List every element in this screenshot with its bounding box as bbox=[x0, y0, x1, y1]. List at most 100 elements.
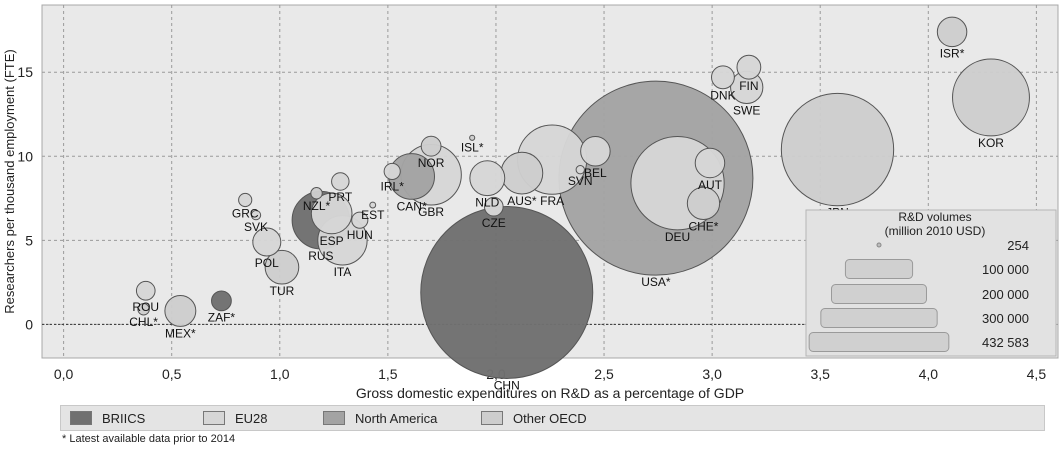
bubble-rou bbox=[135, 280, 156, 301]
y-tick-label: 15 bbox=[17, 64, 33, 80]
legend-swatch-eu28 bbox=[203, 411, 225, 425]
legend-label-eu28: EU28 bbox=[235, 410, 268, 426]
data-label-aut: AUT bbox=[698, 178, 723, 192]
data-label-pol: POL bbox=[255, 256, 279, 270]
size-legend-box bbox=[805, 209, 1057, 357]
y-tick-label: 5 bbox=[25, 232, 33, 248]
y-tick-label: 0 bbox=[25, 316, 33, 332]
bubble-chl bbox=[137, 303, 150, 316]
data-label-nzl: NZL* bbox=[303, 199, 331, 213]
data-label-aus: AUS* bbox=[507, 194, 537, 208]
bubble-cze bbox=[483, 196, 504, 217]
y-tick-label: 10 bbox=[17, 148, 33, 164]
legend-label-other-oecd: Other OECD bbox=[513, 410, 587, 426]
bubble-mex bbox=[164, 294, 197, 327]
legend-item-north-america: North America bbox=[323, 410, 437, 426]
data-label-tur: TUR bbox=[270, 284, 295, 298]
legend-label-north-america: North America bbox=[355, 410, 438, 426]
bubble-nzl bbox=[310, 187, 323, 200]
data-label-can: CAN* bbox=[397, 199, 427, 213]
data-label-esp: ESP bbox=[320, 234, 344, 248]
data-label-swe: SWE bbox=[733, 104, 760, 118]
data-label-gbr: GBR bbox=[418, 205, 444, 219]
bubble-che bbox=[686, 186, 721, 221]
size-legend-label: 254 bbox=[1007, 238, 1029, 253]
x-tick-label: 4,5 bbox=[1027, 366, 1047, 382]
data-label-bel: BEL bbox=[584, 166, 607, 180]
x-tick-label: 1,0 bbox=[270, 366, 290, 382]
legend-swatch-briics bbox=[70, 411, 92, 425]
bubble-jpn bbox=[780, 92, 895, 207]
footnote: * Latest available data prior to 2014 bbox=[62, 433, 236, 445]
bubble-svk bbox=[250, 209, 262, 221]
bubble-hun bbox=[351, 211, 369, 229]
x-tick-label: 2,5 bbox=[594, 366, 614, 382]
data-label-fin: FIN bbox=[739, 79, 758, 93]
bubble-isr bbox=[936, 16, 968, 48]
legend-item-eu28: EU28 bbox=[203, 410, 268, 426]
x-tick-label: 3,0 bbox=[702, 366, 722, 382]
bubble-fin bbox=[736, 54, 762, 80]
bubble-grc bbox=[238, 192, 253, 208]
bubble-nor bbox=[420, 135, 442, 157]
data-label-grc: GRC bbox=[232, 207, 259, 221]
bubble-nld bbox=[469, 160, 506, 197]
group-legend: BRIICS EU28 North America Other OECD bbox=[60, 405, 1045, 431]
bubble-dnk bbox=[711, 65, 735, 90]
bubble-isl bbox=[469, 134, 476, 141]
size-legend-title: R&D volumes bbox=[898, 210, 971, 224]
x-tick-label: 1,5 bbox=[378, 366, 398, 382]
x-tick-label: 0,5 bbox=[162, 366, 182, 382]
data-label-irl: IRL* bbox=[381, 179, 405, 193]
legend-swatch-north-america bbox=[323, 411, 345, 425]
data-label-mex: MEX* bbox=[165, 326, 196, 340]
bubble-svn bbox=[575, 165, 585, 175]
data-label-zaf: ZAF* bbox=[208, 311, 236, 325]
bubble-chart: 0,00,51,01,52,02,53,03,54,04,5051015Gros… bbox=[2, 4, 1059, 401]
legend-item-briics: BRIICS bbox=[70, 410, 145, 426]
x-tick-label: 3,5 bbox=[810, 366, 830, 382]
size-legend-marker bbox=[831, 284, 927, 304]
legend-swatch-other-oecd bbox=[481, 411, 503, 425]
size-legend-marker bbox=[844, 259, 914, 279]
bubble-tur bbox=[264, 249, 300, 285]
size-legend-label: 300 000 bbox=[982, 311, 1029, 326]
bubble-prt bbox=[331, 172, 350, 191]
size-legend-marker bbox=[820, 308, 938, 328]
data-label-est: EST bbox=[361, 208, 385, 222]
data-label-isl: ISL* bbox=[461, 140, 484, 154]
bubble-bel bbox=[580, 135, 611, 167]
size-legend-label: 100 000 bbox=[982, 262, 1029, 277]
size-legend-label: 200 000 bbox=[982, 287, 1029, 302]
data-label-dnk: DNK bbox=[710, 89, 735, 103]
size-legend-label: 432 583 bbox=[982, 335, 1029, 350]
data-label-nld: NLD bbox=[475, 196, 499, 210]
bubble-kor bbox=[952, 58, 1030, 137]
size-legend-marker bbox=[808, 332, 950, 352]
legend-item-other-oecd: Other OECD bbox=[481, 410, 587, 426]
data-label-hun: HUN bbox=[347, 228, 373, 242]
data-label-nor: NOR bbox=[418, 156, 445, 170]
data-label-deu: DEU bbox=[665, 230, 690, 244]
bubble-est bbox=[369, 201, 377, 209]
data-label-prt: PRT bbox=[328, 190, 352, 204]
data-label-kor: KOR bbox=[978, 136, 1004, 150]
bubble-chn bbox=[420, 205, 594, 379]
bubble-aus bbox=[500, 151, 544, 195]
data-label-usa: USA* bbox=[641, 275, 671, 289]
data-label-rus: RUS bbox=[308, 249, 333, 263]
data-label-rou: ROU bbox=[132, 300, 159, 314]
data-label-che: CHE* bbox=[688, 220, 718, 234]
x-axis-title: Gross domestic expenditures on R&D as a … bbox=[356, 385, 744, 401]
data-label-svk: SVK bbox=[244, 220, 268, 234]
size-legend-subtitle: (million 2010 USD) bbox=[885, 224, 986, 238]
legend-label-briics: BRIICS bbox=[102, 410, 146, 426]
x-tick-label: 0,0 bbox=[54, 366, 74, 382]
data-label-svn: SVN bbox=[568, 174, 593, 188]
data-label-chl: CHL* bbox=[129, 315, 158, 329]
bubble-pol bbox=[252, 227, 282, 257]
data-label-cze: CZE bbox=[482, 216, 506, 230]
x-tick-label: 4,0 bbox=[919, 366, 939, 382]
bubble-zaf bbox=[211, 290, 232, 312]
data-label-isr: ISR* bbox=[940, 47, 965, 61]
